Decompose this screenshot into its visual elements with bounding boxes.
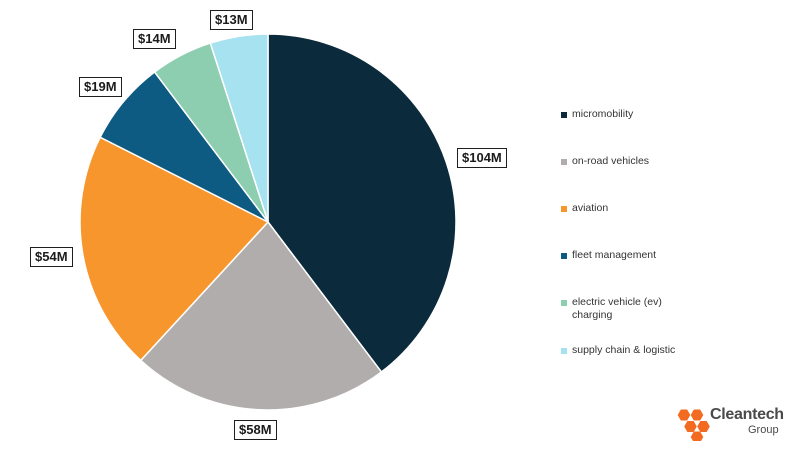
pie-slice-micromobility [267, 33, 457, 373]
legend-label: fleet management [572, 249, 657, 261]
data-label: $14M [133, 29, 176, 49]
legend-swatch [561, 111, 567, 118]
data-label: $54M [30, 247, 73, 267]
legend-label: aviation [572, 202, 609, 214]
logo-hexagon [690, 431, 704, 441]
pie-slice-on-road-vehicles [139, 220, 383, 411]
legend-label: supply chain & logistic [572, 344, 676, 356]
legend-item: aviation [561, 202, 731, 215]
logo-hexagon [697, 421, 710, 432]
logo-hexagon [684, 421, 697, 432]
legend-label: on-road vehicles [572, 155, 650, 167]
legend-swatch [561, 158, 567, 165]
cleantech-group-logo: Cleantech Group [675, 405, 795, 441]
pie-slice-aviation [79, 136, 270, 362]
legend-label: electric vehicle (ev) charging [572, 296, 662, 321]
data-label: $13M [210, 10, 253, 30]
data-label: $104M [457, 148, 507, 168]
logo-hexagon [677, 409, 691, 421]
data-label: $58M [234, 420, 277, 440]
logo-subtext: Group [748, 424, 779, 436]
legend-item: on-road vehicles [561, 155, 731, 168]
legend-item: supply chain & logistic [561, 344, 731, 357]
logo-hexagon [690, 409, 704, 421]
legend-swatch [561, 205, 567, 212]
pie-slice-supply-chain-logistic [209, 33, 269, 223]
legend-swatch [561, 347, 567, 354]
legend-swatch [561, 252, 567, 259]
legend-item: electric vehicle (ev) charging [561, 296, 731, 322]
legend-item: micromobility [561, 108, 731, 121]
legend-label: micromobility [572, 108, 634, 120]
legend-swatch [561, 299, 567, 306]
hexagon-cluster-icon [677, 409, 710, 441]
legend-item: fleet management [561, 249, 731, 262]
logo-wordmark: Cleantech [710, 406, 784, 423]
data-label: $19M [79, 77, 122, 97]
